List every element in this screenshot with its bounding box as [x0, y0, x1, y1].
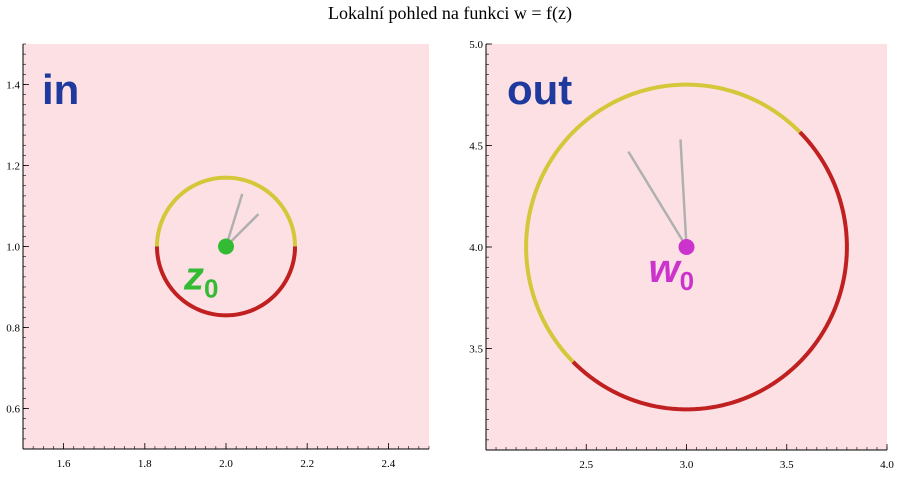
y-tick-label: 1.0 — [6, 242, 20, 254]
circle-arc-upper — [524, 82, 802, 364]
x-tick-label: 1.8 — [138, 458, 152, 470]
y-tick-label: 4.5 — [469, 141, 483, 153]
ray-line — [224, 193, 244, 247]
x-tick-label: 2.0 — [219, 458, 233, 470]
y-tick-label: 0.8 — [6, 323, 20, 335]
panel-label: out — [507, 66, 572, 113]
point-marker — [218, 238, 234, 255]
x-tick-label: 3.5 — [780, 459, 794, 471]
point-marker — [678, 239, 695, 255]
circle-arc-lower — [154, 246, 298, 318]
point-label-main: z — [183, 255, 204, 299]
point-label: w0 — [649, 247, 695, 296]
y-tick-label: 3.5 — [469, 344, 483, 356]
x-tick-label: 2.4 — [382, 458, 396, 470]
ray-line — [679, 139, 688, 248]
y-tick-label: 0.6 — [6, 404, 20, 416]
y-tick-label: 4.0 — [469, 242, 483, 254]
panel-label: in — [42, 66, 79, 113]
x-tick-label: 2.2 — [300, 458, 314, 470]
circle-arc-upper — [154, 175, 298, 247]
y-tick-label: 1.4 — [6, 80, 20, 92]
point-label: z0 — [183, 255, 218, 304]
page-title: Lokalní pohled na funkci w = f(z) — [327, 3, 573, 23]
circle-arc-lower — [571, 130, 849, 412]
x-tick-label: 4.0 — [880, 459, 894, 471]
x-tick-label: 3.0 — [680, 459, 694, 471]
x-tick-label: 1.6 — [57, 458, 71, 470]
point-label-subscript: 0 — [680, 266, 694, 296]
y-tick-label: 5.0 — [469, 39, 483, 51]
y-tick-label: 1.2 — [6, 161, 20, 173]
ray-line — [627, 150, 688, 248]
panel-in: 1.6 1.8 2.0 2.2 2.4 0.6 0.8 1.0 1.2 1.4 in z0 — [6, 43, 430, 470]
x-tick-label: 2.5 — [579, 459, 593, 471]
panel-out: 2.5 3.0 3.5 4.0 3.5 4.0 4.5 5.0 out w0 — [469, 39, 894, 471]
point-label-main: w — [649, 247, 683, 291]
point-label-subscript: 0 — [204, 274, 218, 304]
